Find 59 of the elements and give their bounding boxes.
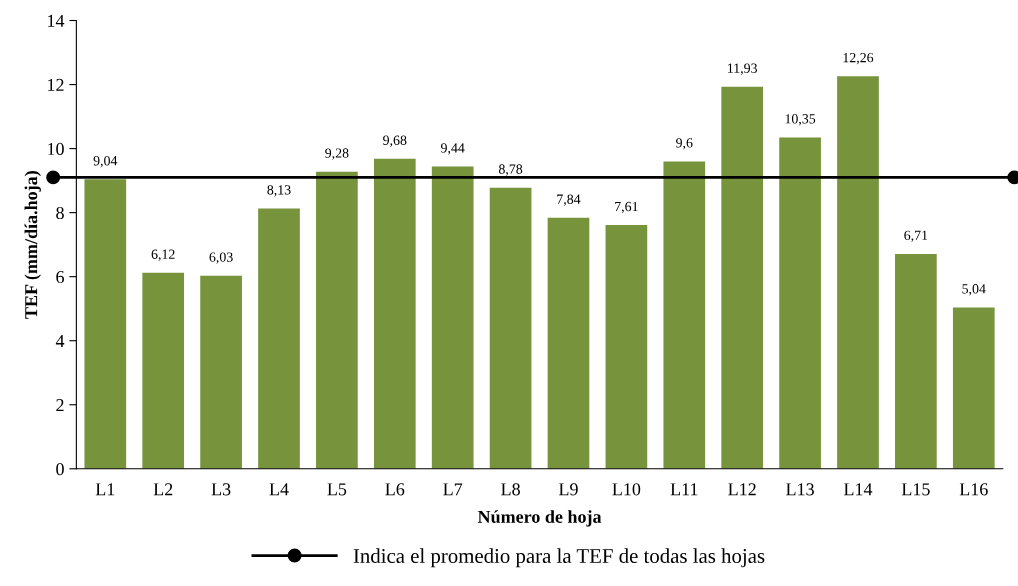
data-label: 6,12 [151,249,175,261]
data-label: 10,35 [785,114,816,126]
y-tick-label: 12 [48,78,64,91]
x-tick-label: L8 [501,483,520,496]
bar [663,161,706,469]
y-axis-title: TEF (mm/día.hoja) [24,171,41,319]
x-tick-label: L16 [959,483,988,496]
x-tick-label: L7 [443,483,463,496]
bar [489,187,532,469]
bar [258,208,300,469]
x-tick-label: L13 [786,483,814,496]
x-tick-label: L4 [269,483,289,496]
data-label: 9,6 [676,138,693,150]
data-label: 5,04 [962,284,986,296]
bar [547,217,590,469]
x-tick-label: L10 [612,483,641,496]
y-tick-label: 2 [56,399,64,412]
bar [373,158,416,469]
x-tick-label: L15 [901,483,930,496]
bar [952,307,995,469]
bar [142,272,185,469]
data-label: 8,78 [498,164,523,176]
data-label: 11,93 [728,63,758,75]
bar [84,179,127,469]
x-axis-title: Número de hoja [477,510,602,527]
data-label: 7,61 [615,201,638,214]
data-label: 9,28 [325,148,349,160]
data-label: 12,26 [843,52,874,65]
x-tick-label: L1 [95,483,115,496]
bar [200,275,242,469]
data-label: 7,84 [557,194,581,206]
data-label: 8,13 [267,185,291,197]
x-tick-label: L2 [153,483,173,496]
data-label: 9,04 [93,156,118,168]
y-tick-label: 4 [55,335,65,347]
x-tick-label: L14 [843,483,873,496]
y-tick-label: 8 [56,206,64,220]
data-label: 9,68 [383,135,407,147]
x-tick-label: L3 [211,483,231,496]
bar [431,166,474,469]
data-label: 6,03 [209,252,233,264]
x-tick-label: L6 [385,483,405,496]
bar [779,137,821,469]
x-tick-label: L5 [327,483,347,496]
y-tick-label: 0 [56,463,64,476]
bar [895,253,937,469]
y-tick-label: 14 [48,14,65,27]
y-tick-label: 10 [48,142,64,156]
bar [837,76,879,469]
x-tick-label: L9 [558,483,578,496]
bar [721,86,764,469]
data-label: 6,71 [904,230,928,243]
bar [605,225,648,469]
data-label: 9,44 [440,143,465,155]
x-tick-label: L11 [670,483,698,496]
y-tick-label: 6 [56,270,65,284]
bar [316,171,358,469]
x-tick-label: L12 [728,483,756,496]
legend-label: Indica el promedio para la TEF de todas las hojas [353,548,765,568]
